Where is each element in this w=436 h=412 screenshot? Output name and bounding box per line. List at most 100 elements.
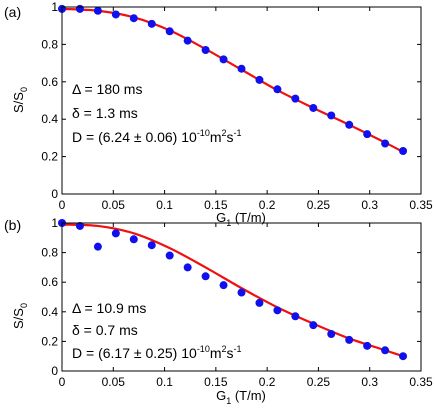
x-tick-label-b: 0.15	[204, 375, 228, 389]
x-axis-label-unit-a: (T/m)	[231, 210, 266, 225]
data-point-b	[363, 341, 372, 350]
data-point-a	[183, 36, 192, 45]
data-point-a	[201, 46, 210, 55]
x-tick-label-b: 0.25	[307, 375, 331, 389]
panel-label-a: (a)	[4, 4, 21, 20]
y-tick-label-a: 0.8	[41, 37, 58, 51]
annotation-diffusion-s-b: s	[227, 345, 234, 361]
annotation-small-delta-b: δ = 0.7 ms	[72, 322, 138, 338]
y-tick-label-b: 0	[51, 364, 58, 378]
data-point-b	[291, 312, 300, 321]
annotation-diffusion-s-exp-a: -1	[234, 128, 242, 138]
x-tick-label-a: 0.25	[307, 198, 331, 212]
annotation-diffusion-exp-b: -10	[197, 344, 210, 354]
data-point-b	[201, 272, 210, 281]
data-point-b	[327, 330, 336, 338]
data-point-b	[75, 221, 84, 230]
data-point-b	[219, 281, 228, 290]
data-point-b	[345, 335, 354, 344]
x-tick-label-b: 0.1	[156, 375, 173, 389]
y-tick-label-a: 0	[51, 187, 58, 201]
data-point-a	[129, 14, 138, 23]
data-point-b	[147, 241, 156, 250]
data-point-a	[381, 139, 390, 148]
data-point-a	[237, 64, 246, 73]
annotation-diffusion-main-a: D = (6.24 ± 0.06) 10	[72, 129, 197, 145]
annotation-diffusion-s-exp-b: -1	[234, 344, 242, 354]
y-tick-label-b: 0.2	[41, 334, 58, 348]
y-axis-label-a: S/S0	[11, 87, 29, 113]
x-axis-label-unit-b: (T/m)	[231, 388, 266, 403]
annotations-b: Δ = 10.9 ms δ = 0.7 ms D = (6.17 ± 0.25)…	[72, 300, 242, 361]
data-point-b	[111, 229, 120, 238]
x-axis-label-sub-b: 1	[226, 396, 231, 406]
data-point-a	[273, 85, 282, 94]
data-point-a	[165, 27, 174, 36]
data-point-b	[165, 251, 174, 260]
data-point-b	[129, 235, 138, 244]
fit-curve-b	[61, 223, 404, 358]
y-tick-label-b: 0.4	[41, 305, 58, 319]
x-axis-label-main-b: G	[216, 388, 226, 403]
x-tick-label-a: 0.15	[204, 198, 228, 212]
y-tick-label-a: 0.2	[41, 150, 58, 164]
y-axis-label-sub-b: 0	[19, 303, 29, 308]
x-tick-label-a: 0.35	[409, 198, 433, 212]
annotations-a: Δ = 180 ms δ = 1.3 ms D = (6.24 ± 0.06) …	[72, 81, 242, 145]
annotation-diffusion-b: D = (6.17 ± 0.25) 10-10m2s-1	[72, 344, 242, 361]
y-axis-label-main-a: S/S	[11, 92, 26, 113]
data-point-b	[93, 242, 102, 251]
data-point-a	[93, 6, 102, 15]
x-tick-label-b: 0.3	[361, 375, 378, 389]
annotation-delta-a: Δ = 180 ms	[72, 81, 142, 97]
annotation-diffusion-unit-a: m	[210, 129, 222, 145]
data-point-a	[219, 55, 228, 64]
data-point-a	[147, 19, 156, 28]
annotation-diffusion-exp-a: -10	[197, 128, 210, 138]
annotation-diffusion-s-a: s	[227, 129, 234, 145]
panel-a: (a) S/S0 0 0.05 0.1 0.15 0.2 0.25 0.3 0.3500.20…	[4, 0, 433, 228]
x-tick-label-a: 0.3	[361, 198, 378, 212]
x-tick-label-b: 0.35	[409, 375, 433, 389]
y-tick-label-b: 0.6	[41, 275, 58, 289]
data-point-a	[309, 103, 318, 112]
x-tick-label-b: 0.2	[259, 375, 276, 389]
annotation-diffusion-unit-exp-b: 2	[222, 344, 227, 354]
data-point-b	[237, 288, 246, 297]
data-point-a	[111, 10, 120, 19]
y-tick-label-b: 0.8	[41, 246, 58, 260]
y-tick-label-a: 0.4	[41, 112, 58, 126]
x-axis-label-b: G1 (T/m)	[216, 388, 266, 406]
data-point-b	[399, 352, 408, 361]
data-point-b	[255, 298, 264, 307]
data-point-a	[291, 94, 300, 103]
x-axis-label-main-a: G	[216, 210, 226, 225]
plot-frame-a	[61, 6, 422, 195]
data-point-a	[399, 146, 408, 155]
y-tick-label-a: 0.6	[41, 75, 58, 89]
data-point-a	[327, 111, 336, 120]
x-tick-label-b: 0	[59, 375, 66, 389]
panel-b: (b) S/S0 0 0.05 0.1 0.15 0.2 0.25 0.3 0.3500.20…	[4, 216, 433, 406]
panel-label-b: (b)	[4, 217, 21, 233]
plot-frame-b	[61, 222, 422, 372]
y-tick-label-a: 1	[51, 0, 58, 14]
svg-text:S/S0: S/S0	[11, 303, 29, 329]
annotation-diffusion-a: D = (6.24 ± 0.06) 10-10m2s-1	[72, 128, 242, 145]
annotation-diffusion-unit-b: m	[210, 345, 222, 361]
data-point-a	[345, 120, 354, 129]
y-axis-label-b: S/S0	[11, 303, 29, 329]
data-point-b	[273, 306, 282, 315]
data-point-a	[255, 75, 264, 84]
x-tick-label-a: 0.2	[259, 198, 276, 212]
data-point-b	[183, 263, 192, 272]
x-axis-label-a: G1 (T/m)	[216, 210, 266, 228]
data-point-a	[363, 130, 372, 139]
x-tick-label-a: 0	[59, 198, 66, 212]
x-tick-label-a: 0.1	[156, 198, 173, 212]
y-axis-label-sub-a: 0	[19, 87, 29, 92]
data-point-b	[381, 346, 390, 355]
svg-text:S/S0: S/S0	[11, 87, 29, 113]
data-point-b	[309, 321, 318, 330]
annotation-delta-b: Δ = 10.9 ms	[72, 300, 146, 316]
